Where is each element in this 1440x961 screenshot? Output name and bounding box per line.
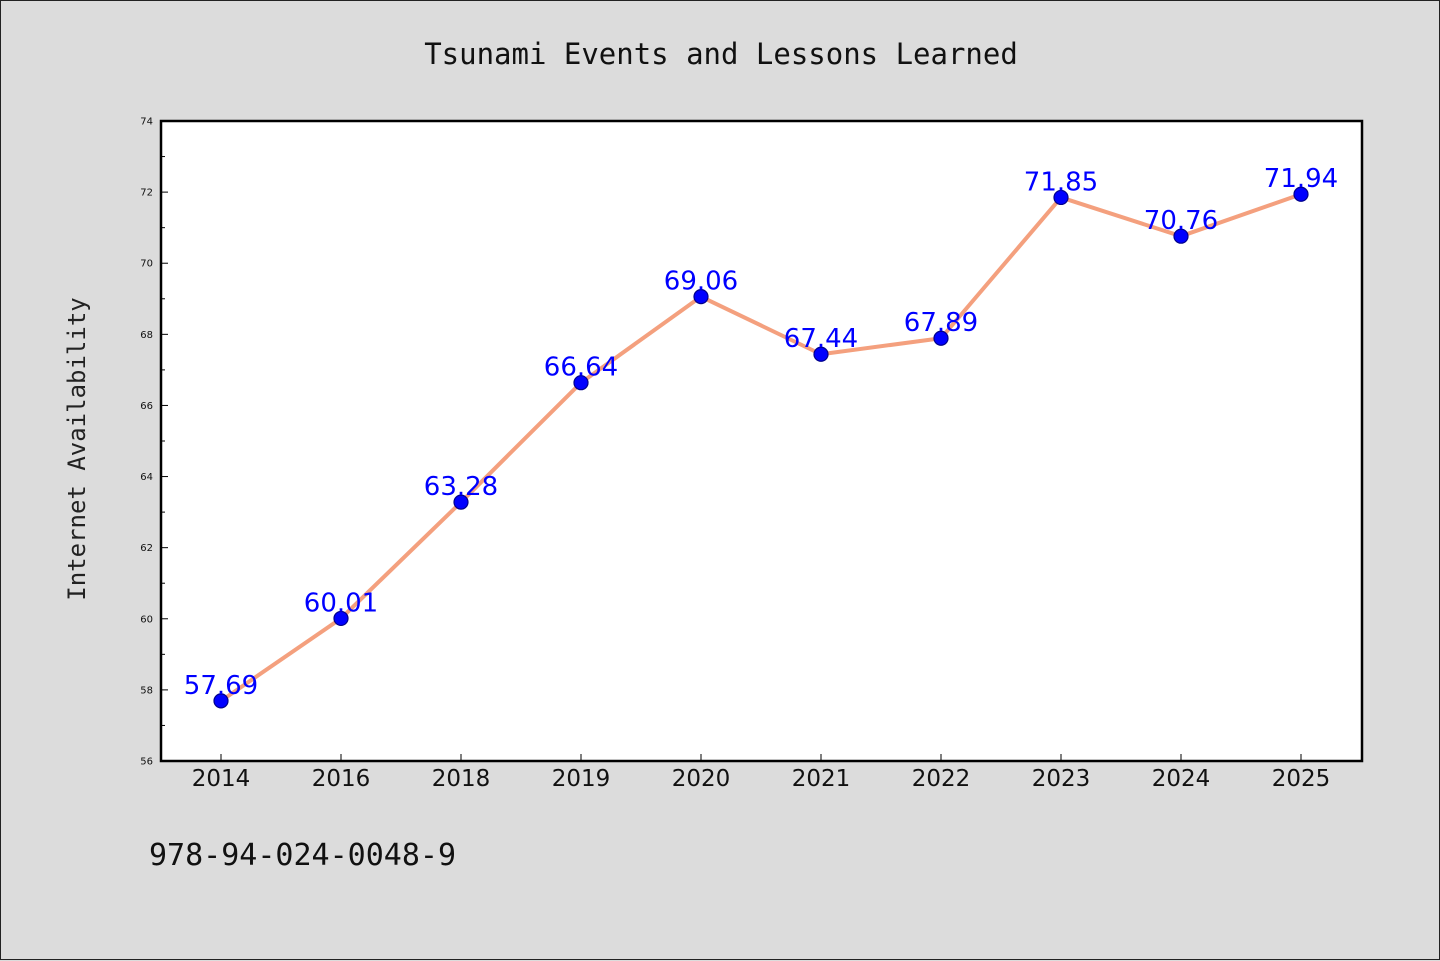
data-label: 70.76 [1144, 206, 1218, 236]
x-tick-label: 2021 [792, 766, 851, 792]
y-tick-label: 74 [140, 117, 153, 128]
y-tick-label: 70 [140, 259, 153, 270]
y-tick-label: 56 [140, 757, 153, 768]
data-point [813, 346, 829, 362]
x-tick-label: 2018 [432, 766, 491, 792]
data-point [333, 610, 349, 627]
data-label: 69.06 [664, 267, 738, 297]
data-point [933, 330, 949, 346]
y-tick-label: 58 [140, 685, 153, 696]
y-axis: 56 58 60 62 64 66 68 70 72 74 [140, 117, 168, 768]
plot-area [159, 119, 1364, 763]
series [219, 192, 1303, 703]
y-tick-label: 66 [140, 401, 153, 412]
data-point [1173, 228, 1189, 244]
y-tick-label: 68 [140, 330, 153, 341]
isbn-text: 978-94-024-0048-9 [149, 838, 456, 873]
chart-title: Tsunami Events and Lessons Learned [424, 37, 1018, 71]
data-labels: 57.69 60.01 63.28 66.64 69.06 67.44 67.89 71.85… [184, 164, 1338, 701]
data-point [213, 693, 229, 709]
series-line [219, 192, 1303, 703]
y-tick-label: 60 [140, 614, 153, 625]
x-tick-label: 2022 [912, 766, 971, 792]
x-tick-label: 2014 [192, 766, 251, 792]
data-label: 60.01 [304, 588, 378, 618]
data-label: 63.28 [424, 472, 498, 502]
data-point [1053, 189, 1069, 206]
y-tick-label: 62 [140, 543, 153, 554]
data-label: 66.64 [544, 353, 618, 383]
data-points [213, 186, 1309, 709]
x-axis: 2014 2016 2018 2019 2020 2021 2022 2023 2024 2025 [192, 754, 1331, 792]
x-tick-label: 2020 [672, 766, 731, 792]
data-label: 67.89 [904, 308, 978, 338]
data-point [693, 289, 709, 305]
y-tick-label: 64 [140, 472, 153, 483]
data-label: 71.94 [1264, 164, 1338, 194]
data-label: 71.85 [1024, 167, 1098, 197]
y-tick-label: 72 [140, 188, 153, 199]
x-tick-label: 2025 [1272, 766, 1331, 792]
y-axis-label: Internet Availability [63, 297, 91, 600]
data-label: 57.69 [184, 671, 258, 701]
data-label: 67.44 [784, 324, 858, 354]
data-point [573, 375, 589, 391]
x-tick-label: 2016 [312, 766, 371, 792]
data-point [453, 494, 469, 510]
data-point [1293, 186, 1309, 202]
x-tick-label: 2023 [1032, 766, 1091, 792]
x-tick-label: 2019 [552, 766, 611, 792]
x-tick-label: 2024 [1152, 766, 1211, 792]
